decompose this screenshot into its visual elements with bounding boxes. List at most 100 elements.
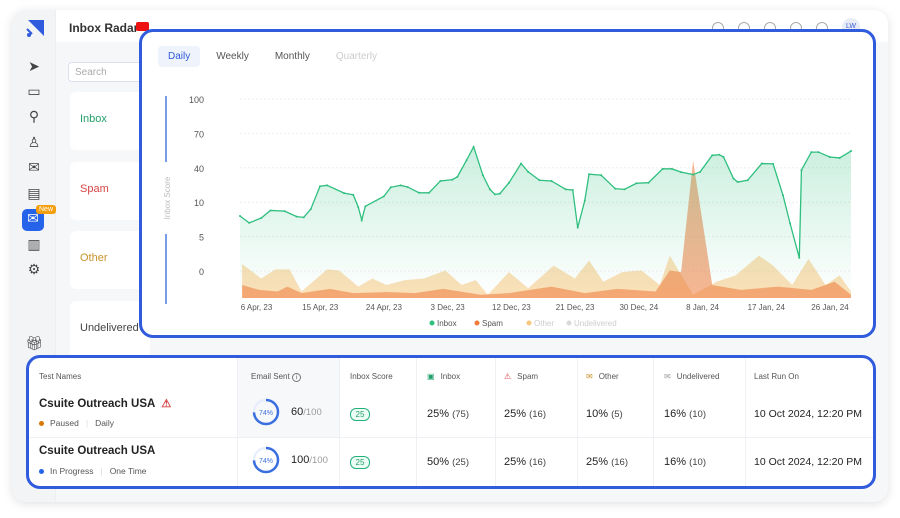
last-run: 10 Oct 2024, 12:20 PM [754,408,862,420]
document-icon[interactable]: ▤ [27,185,41,201]
category-undelivered[interactable]: Undelivered [70,301,150,359]
test-name[interactable]: Csuite Outreach USA [39,445,156,457]
search-input[interactable]: Search [68,62,148,82]
status-dot [39,469,44,475]
header-label: Inbox [440,372,461,381]
youtube-icon[interactable] [136,22,149,31]
inbox-point [817,151,820,154]
send-icon[interactable]: ➤ [28,58,40,74]
column-header[interactable]: Email Sent i [251,372,301,382]
inbox-point [382,195,385,198]
tests-table: Test Names Email Sent i Inbox Score ▣ Inbox ⚠… [26,355,876,489]
inbox-point [798,256,801,259]
inbox-point [260,217,263,220]
schedule-label: One Time [109,466,147,476]
category-inbox[interactable]: Inbox [70,92,150,150]
inbox-point [732,177,735,180]
info-icon[interactable]: i [291,373,301,382]
inbox-point [718,153,721,156]
column-header[interactable]: ✉ Undelivered [664,372,719,381]
inbox-point [772,162,775,165]
undelivered-count: (10) [689,457,706,468]
analytics-icon[interactable]: ▥ [27,236,41,252]
inbox-value: 25% (75) [427,408,469,420]
sent-count: 100 [291,454,310,466]
contacts-icon[interactable]: ♙ [27,134,41,150]
column-header[interactable]: Inbox Score [350,372,393,381]
spam-percent: 25% [504,408,527,420]
inbox-score-chart: Inbox Score 100 70 40 10 5 0 6 Apr, 23 15 Apr, 2… [158,95,852,328]
y-tick-label: 100 [189,95,204,105]
legend-label: Other [534,319,554,328]
header-label: Email Sent [251,372,290,381]
inbox-point [810,151,813,154]
status-label: In Progress [50,466,94,476]
search-icon[interactable]: ⚲ [28,108,40,124]
column-header[interactable]: Test Names [39,372,81,381]
category-label: Inbox [80,113,107,125]
inbox-point [302,216,305,219]
inbox-point [614,187,617,190]
legend-label: Undelivered [574,319,617,328]
x-tick-label: 15 Apr, 23 [302,303,339,312]
new-badge: New [36,205,57,214]
inbox-icon[interactable]: ▭ [27,83,41,99]
inbox-count: (75) [452,409,469,420]
category-label: Spam [80,183,109,195]
other-value: 25% (16) [586,456,628,468]
inbox-point [647,181,650,184]
column-header[interactable]: ▣ Inbox [427,372,460,381]
x-tick-label: 21 Dec, 23 [556,303,595,312]
axis-label-bg [158,162,174,234]
inbox-point [283,210,286,213]
separator: | [100,466,103,476]
divider [495,358,496,486]
inbox-point [571,189,574,192]
tab-daily[interactable]: Daily [158,46,201,67]
category-label: Undelivered [80,322,139,334]
mail-settings-icon[interactable]: ✉ [28,159,40,175]
tab-monthly[interactable]: Monthly [274,51,310,62]
column-header[interactable]: ✉ Other [586,372,619,381]
inbox-point [600,174,603,177]
header-label: Inbox Score [350,372,393,381]
legend-marker-inbox [429,320,435,326]
undelivered-percent: 16% [664,408,687,420]
undelivered-count: (10) [689,409,706,420]
inbox-point [760,162,763,165]
warning-icon: ⚠ [161,398,172,410]
page-title: Inbox Radar [69,21,139,35]
spam-count: (16) [529,457,546,468]
other-value: 10% (5) [586,408,623,420]
test-name[interactable]: Csuite Outreach USA [39,398,156,410]
row-divider [29,437,873,438]
y-tick-label: 40 [194,164,204,174]
category-spam[interactable]: Spam [70,162,150,220]
tab-weekly[interactable]: Weekly [216,51,249,62]
column-header[interactable]: Last Run On [754,372,799,381]
inbox-point [789,222,792,225]
category-label: Other [80,252,108,264]
inbox-point [456,175,459,178]
chart-card: Daily Weekly Monthly Quarterly Inbox Sco… [139,29,876,338]
other-icon: ✉ [586,372,593,381]
undelivered-icon: ✉ [664,372,671,381]
category-other[interactable]: Other [70,231,150,289]
x-tick-label: 17 Jan, 24 [748,303,786,312]
inbox-point [364,205,367,208]
inbox-area [240,146,851,298]
status-dot [39,421,44,427]
gift-icon[interactable]: 🎁︎ [25,335,43,351]
emails-sent: 100/100 [291,454,328,466]
inbox-point [319,185,322,188]
header-label: Spam [517,372,539,381]
legend-marker-other [526,320,532,326]
y-tick-label: 5 [199,233,204,243]
x-tick-label: 6 Apr, 23 [241,303,273,312]
inbox-radar-icon[interactable]: ✉ [22,209,44,231]
column-header[interactable]: ⚠ Spam [504,372,538,381]
y-axis-label: Inbox Score [163,176,172,219]
inbox-point [527,170,530,173]
inbox-point [481,174,484,177]
settings-icon[interactable]: ⚙ [27,261,41,277]
